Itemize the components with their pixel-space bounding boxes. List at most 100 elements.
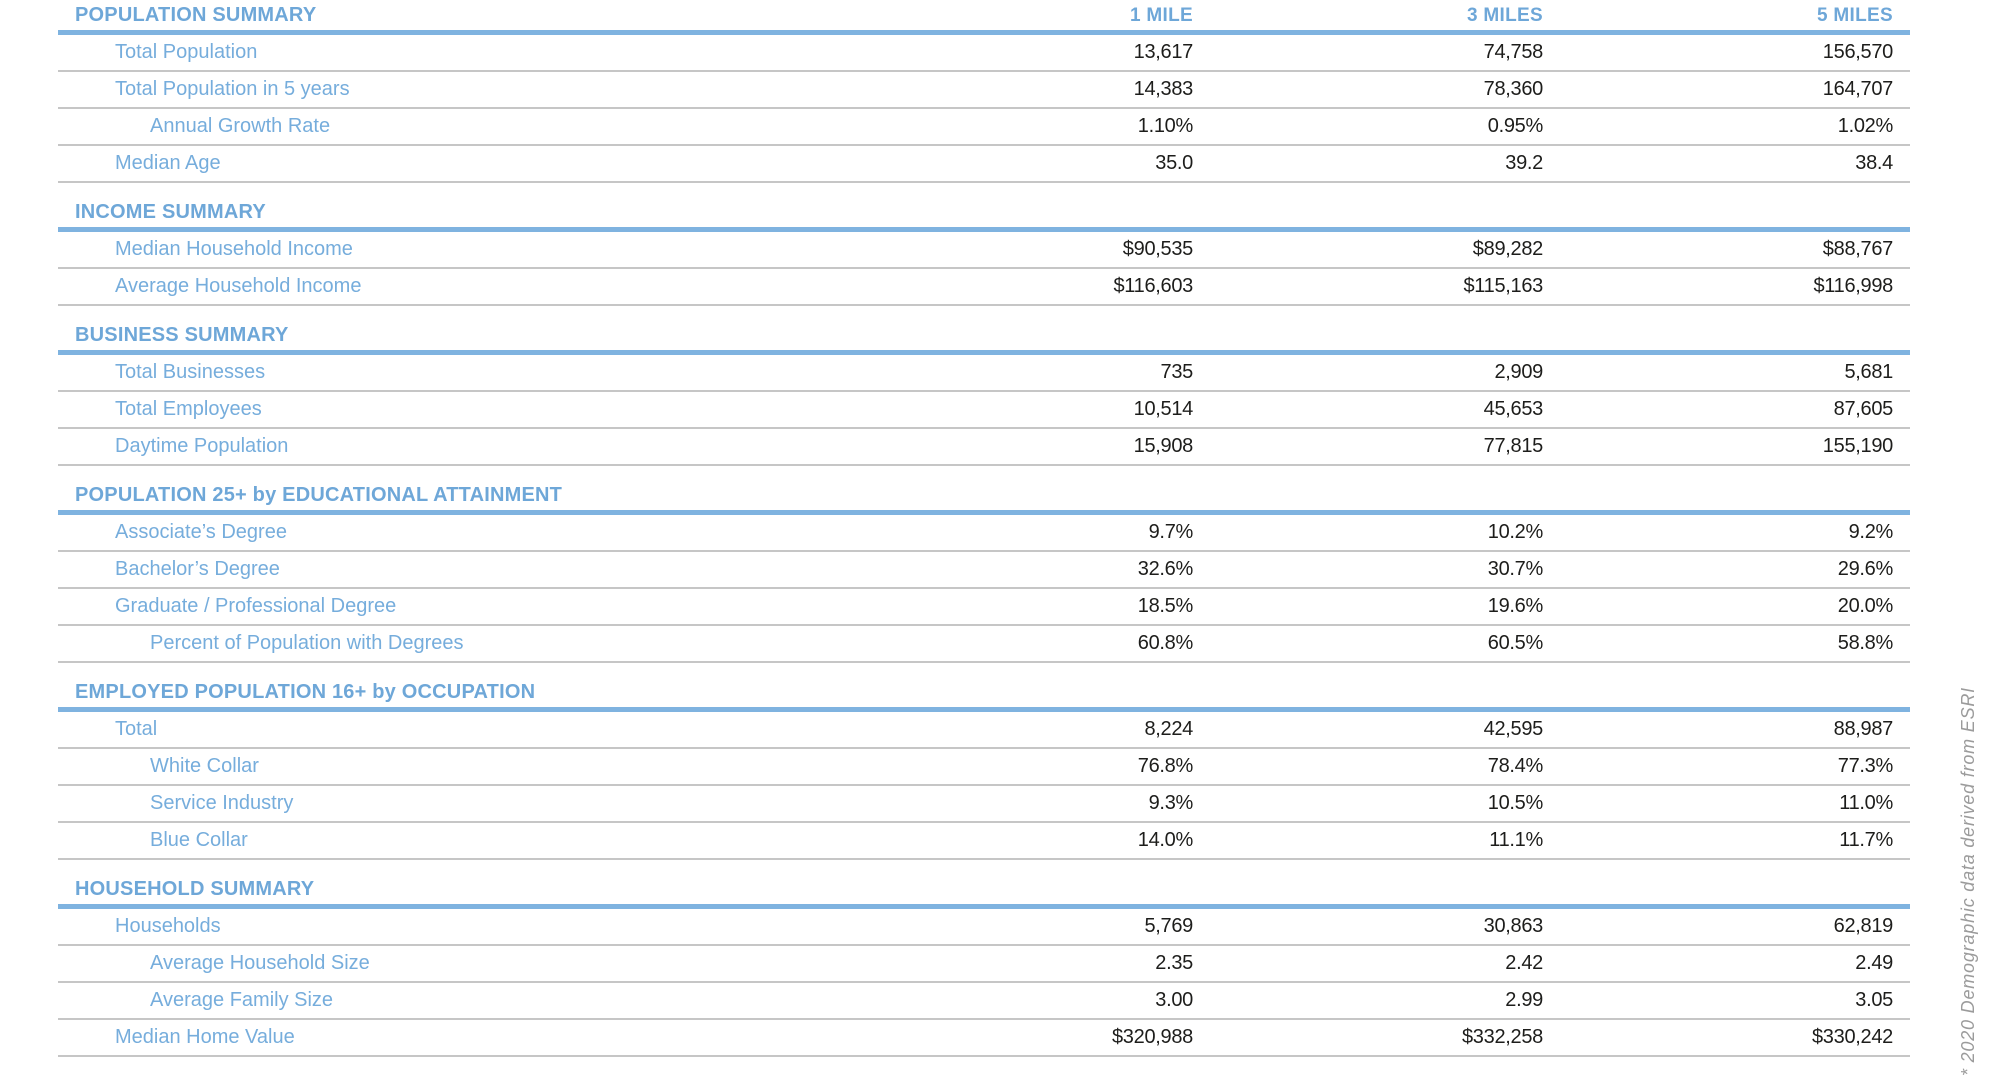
- value-5-miles: 9.2%: [1848, 521, 1894, 543]
- value-3-miles: 10.2%: [1487, 521, 1544, 543]
- section-title: HOUSEHOLD SUMMARY: [75, 878, 315, 900]
- value-5-miles: 29.6%: [1837, 558, 1894, 580]
- value-5-miles: 58.8%: [1837, 632, 1894, 654]
- value-5-miles: 156,570: [1822, 41, 1894, 63]
- table-row: Median Household Income $90,535 $89,282 …: [58, 232, 1910, 269]
- table-row: Blue Collar 14.0% 11.1% 11.7%: [58, 823, 1910, 860]
- value-5-miles: 2.49: [1855, 952, 1893, 974]
- section-title: EMPLOYED POPULATION 16+ by OCCUPATION: [75, 681, 536, 703]
- value-1-mile: 13,617: [1133, 41, 1194, 63]
- data-source-footnote: * 2020 Demographic data derived from ESR…: [1958, 687, 1978, 1076]
- row-label: Median Home Value: [115, 1026, 295, 1048]
- value-5-miles: 164,707: [1822, 78, 1894, 100]
- value-1-mile: 1.10%: [1137, 115, 1194, 137]
- value-1-mile: 3.00: [1155, 989, 1193, 1011]
- row-label: Median Age: [115, 152, 221, 174]
- table-row: Bachelor’s Degree 32.6% 30.7% 29.6%: [58, 552, 1910, 589]
- value-1-mile: 735: [1160, 361, 1194, 383]
- value-3-miles: 78.4%: [1487, 755, 1544, 777]
- value-3-miles: 19.6%: [1487, 595, 1544, 617]
- value-1-mile: 10,514: [1133, 398, 1194, 420]
- value-1-mile: $90,535: [1122, 238, 1194, 260]
- row-label: Total: [115, 718, 158, 740]
- section-header: POPULATION 25+ by EDUCATIONAL ATTAINMENT: [58, 484, 1910, 515]
- value-5-miles: $88,767: [1822, 238, 1894, 260]
- value-1-mile: 60.8%: [1137, 632, 1194, 654]
- value-1-mile: 9.3%: [1148, 792, 1194, 814]
- section-household-summary: HOUSEHOLD SUMMARY Households 5,769 30,86…: [58, 878, 1910, 1057]
- row-label: Total Population: [115, 41, 258, 63]
- value-3-miles: 0.95%: [1487, 115, 1544, 137]
- value-3-miles: 39.2: [1505, 152, 1543, 174]
- section-educational-attainment: POPULATION 25+ by EDUCATIONAL ATTAINMENT…: [58, 484, 1910, 663]
- section-title: INCOME SUMMARY: [75, 201, 266, 223]
- section-title: POPULATION 25+ by EDUCATIONAL ATTAINMENT: [75, 484, 563, 506]
- section-header: INCOME SUMMARY: [58, 201, 1910, 232]
- value-3-miles: 10.5%: [1487, 792, 1544, 814]
- value-1-mile: 14,383: [1133, 78, 1194, 100]
- value-5-miles: 3.05: [1855, 989, 1893, 1011]
- table-row: Median Age 35.0 39.2 38.4: [58, 146, 1910, 183]
- column-header-5-miles: 5 MILES: [1816, 5, 1893, 26]
- row-label: Associate’s Degree: [115, 521, 287, 543]
- table-row: Total Businesses 735 2,909 5,681: [58, 355, 1910, 392]
- value-3-miles: 2,909: [1494, 361, 1543, 383]
- value-1-mile: 35.0: [1155, 152, 1193, 174]
- value-5-miles: 87,605: [1833, 398, 1894, 420]
- table-row: Total Population in 5 years 14,383 78,36…: [58, 72, 1910, 109]
- row-label: Service Industry: [150, 792, 294, 814]
- row-label: Households: [115, 915, 221, 937]
- table-row: Total Employees 10,514 45,653 87,605: [58, 392, 1910, 429]
- value-5-miles: 1.02%: [1837, 115, 1894, 137]
- value-3-miles: $89,282: [1472, 238, 1544, 260]
- table-row: Percent of Population with Degrees 60.8%…: [58, 626, 1910, 663]
- value-1-mile: 14.0%: [1137, 829, 1194, 851]
- table-row: Average Household Income $116,603 $115,1…: [58, 269, 1910, 306]
- table-row: Households 5,769 30,863 62,819: [58, 909, 1910, 946]
- value-5-miles: 5,681: [1844, 361, 1893, 383]
- value-3-miles: 30,863: [1483, 915, 1544, 937]
- row-label: Average Household Income: [115, 275, 362, 297]
- value-5-miles: 77.3%: [1837, 755, 1894, 777]
- value-5-miles: 62,819: [1833, 915, 1894, 937]
- row-label: Bachelor’s Degree: [115, 558, 280, 580]
- table-row: Daytime Population 15,908 77,815 155,190: [58, 429, 1910, 466]
- row-label: Graduate / Professional Degree: [115, 595, 397, 617]
- table-row: Service Industry 9.3% 10.5% 11.0%: [58, 786, 1910, 823]
- value-1-mile: $320,988: [1111, 1026, 1193, 1048]
- value-5-miles: 20.0%: [1837, 595, 1894, 617]
- section-header: EMPLOYED POPULATION 16+ by OCCUPATION: [58, 681, 1910, 712]
- row-label: Total Employees: [115, 398, 262, 420]
- value-1-mile: 15,908: [1133, 435, 1194, 457]
- value-1-mile: 18.5%: [1137, 595, 1194, 617]
- row-label: Blue Collar: [150, 829, 248, 851]
- value-5-miles: 38.4: [1855, 152, 1893, 174]
- value-5-miles: $330,242: [1811, 1026, 1893, 1048]
- value-3-miles: 42,595: [1483, 718, 1544, 740]
- value-3-miles: 30.7%: [1487, 558, 1544, 580]
- value-3-miles: 78,360: [1483, 78, 1544, 100]
- value-5-miles: 155,190: [1822, 435, 1894, 457]
- value-3-miles: 60.5%: [1487, 632, 1544, 654]
- value-1-mile: $116,603: [1113, 275, 1193, 297]
- value-5-miles: 11.0%: [1839, 792, 1893, 814]
- table-row: Associate’s Degree 9.7% 10.2% 9.2%: [58, 515, 1910, 552]
- value-1-mile: 5,769: [1144, 915, 1193, 937]
- section-title: POPULATION SUMMARY: [75, 4, 317, 26]
- section-header: POPULATION SUMMARY 1 MILE 3 MILES 5 MILE…: [58, 4, 1910, 35]
- table-row: Total Population 13,617 74,758 156,570: [58, 35, 1910, 72]
- section-population-summary: POPULATION SUMMARY 1 MILE 3 MILES 5 MILE…: [58, 4, 1910, 183]
- column-header-3-miles: 3 MILES: [1466, 5, 1543, 26]
- value-1-mile: 76.8%: [1137, 755, 1194, 777]
- row-label: White Collar: [150, 755, 259, 777]
- value-3-miles: 2.99: [1505, 989, 1543, 1011]
- row-label: Median Household Income: [115, 238, 353, 260]
- value-3-miles: 2.42: [1505, 952, 1543, 974]
- row-label: Total Population in 5 years: [115, 78, 350, 100]
- section-occupation: EMPLOYED POPULATION 16+ by OCCUPATION To…: [58, 681, 1910, 860]
- value-3-miles: 11.1%: [1489, 829, 1543, 851]
- demographics-table: POPULATION SUMMARY 1 MILE 3 MILES 5 MILE…: [58, 4, 1910, 1057]
- value-3-miles: 74,758: [1483, 41, 1544, 63]
- section-title: BUSINESS SUMMARY: [75, 324, 289, 346]
- row-label: Percent of Population with Degrees: [150, 632, 464, 654]
